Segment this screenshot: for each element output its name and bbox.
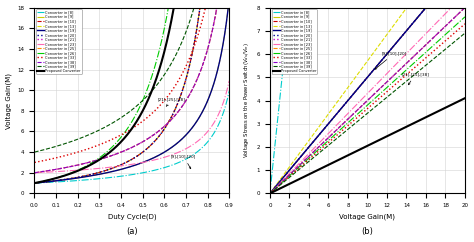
- X-axis label: Duty Cycle(D): Duty Cycle(D): [108, 214, 156, 220]
- Text: [9],[10],[20]: [9],[10],[20]: [171, 154, 196, 169]
- Text: (a): (a): [126, 227, 137, 236]
- Text: [21],[25],[38]: [21],[25],[38]: [401, 72, 429, 85]
- Text: [9],[10],[20]: [9],[10],[20]: [375, 51, 407, 69]
- X-axis label: Voltage Gain(M): Voltage Gain(M): [339, 214, 395, 220]
- Text: [21],[25],[38]: [21],[25],[38]: [158, 98, 186, 106]
- Y-axis label: Voltage Stress on the Power Switch($V_{ds}/V_{in}$): Voltage Stress on the Power Switch($V_{d…: [242, 43, 251, 159]
- Legend: Converter in [8], Converter in [9], Converter in [10], Converter in [13], Conver: Converter in [8], Converter in [9], Conv…: [272, 9, 317, 74]
- Text: (b): (b): [362, 227, 374, 236]
- Legend: Converter in [8], Converter in [9], Converter in [10], Converter in [13], Conver: Converter in [8], Converter in [9], Conv…: [36, 9, 82, 74]
- Y-axis label: Voltage Gain(M): Voltage Gain(M): [6, 73, 12, 129]
